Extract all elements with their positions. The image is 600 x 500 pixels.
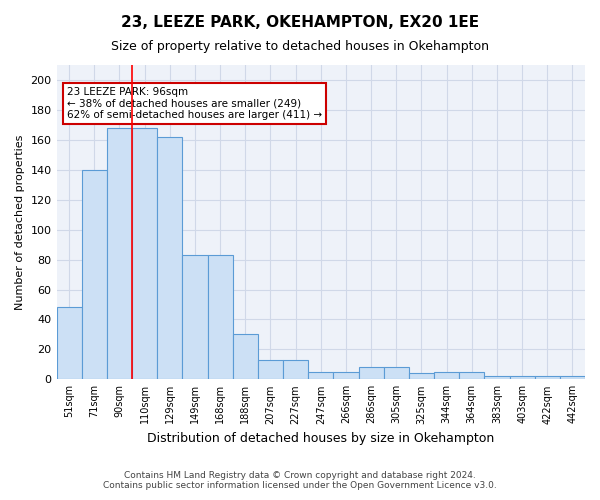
Bar bbox=[459, 372, 484, 380]
Bar bbox=[509, 376, 535, 380]
Text: Contains HM Land Registry data © Crown copyright and database right 2024.
Contai: Contains HM Land Registry data © Crown c… bbox=[103, 470, 497, 490]
Bar bbox=[82, 170, 107, 380]
Bar bbox=[233, 334, 258, 380]
Bar bbox=[535, 376, 560, 380]
Bar bbox=[308, 372, 334, 380]
X-axis label: Distribution of detached houses by size in Okehampton: Distribution of detached houses by size … bbox=[147, 432, 494, 445]
Bar bbox=[208, 255, 233, 380]
Bar bbox=[434, 372, 459, 380]
Bar bbox=[383, 368, 409, 380]
Bar bbox=[334, 372, 359, 380]
Bar bbox=[560, 376, 585, 380]
Text: 23, LEEZE PARK, OKEHAMPTON, EX20 1EE: 23, LEEZE PARK, OKEHAMPTON, EX20 1EE bbox=[121, 15, 479, 30]
Bar bbox=[182, 255, 208, 380]
Bar bbox=[132, 128, 157, 380]
Y-axis label: Number of detached properties: Number of detached properties bbox=[15, 134, 25, 310]
Text: Size of property relative to detached houses in Okehampton: Size of property relative to detached ho… bbox=[111, 40, 489, 53]
Bar bbox=[484, 376, 509, 380]
Bar bbox=[283, 360, 308, 380]
Bar bbox=[107, 128, 132, 380]
Bar bbox=[258, 360, 283, 380]
Bar bbox=[359, 368, 383, 380]
Text: 23 LEEZE PARK: 96sqm
← 38% of detached houses are smaller (249)
62% of semi-deta: 23 LEEZE PARK: 96sqm ← 38% of detached h… bbox=[67, 87, 322, 120]
Bar bbox=[56, 308, 82, 380]
Bar bbox=[157, 137, 182, 380]
Bar bbox=[409, 374, 434, 380]
